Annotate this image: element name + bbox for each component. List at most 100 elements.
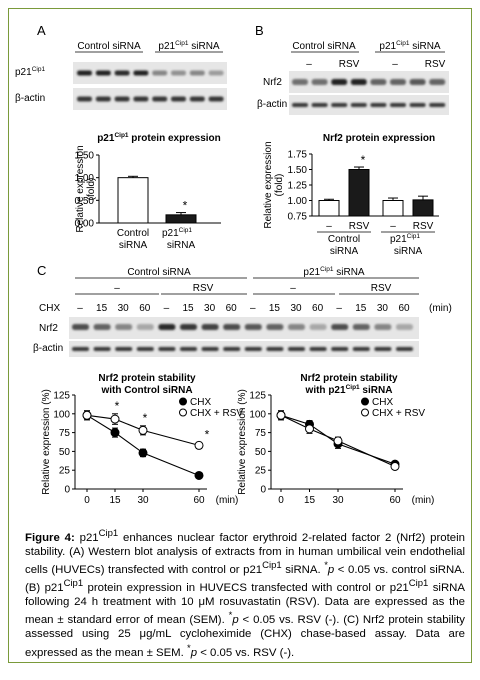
x-tick-label: 0 — [278, 495, 284, 506]
chart-c-title-line2: with Control siRNA — [100, 385, 192, 396]
blot-band — [114, 96, 130, 102]
x-tick-label: 30 — [332, 495, 344, 506]
panel-letter-b: B — [255, 23, 264, 38]
data-point — [138, 425, 148, 435]
significance-marker: * — [361, 153, 366, 167]
blot-a-p21-bands — [77, 70, 224, 76]
y-tick-label: 0.00 — [75, 219, 95, 230]
x-tick-label: 0 — [84, 495, 90, 506]
blot-band — [429, 79, 446, 85]
legend-marker — [361, 397, 369, 406]
caption-label: Figure 4: — [25, 531, 75, 544]
blot-c-row-label-actin: β-actin — [33, 343, 63, 354]
blot-c-time-unit: (min) — [429, 303, 452, 314]
legend-label: CHX + RSV — [372, 408, 425, 419]
blot-a-actin-bands — [77, 96, 224, 102]
blot-band — [352, 347, 370, 351]
blot-c-time-label: 30 — [377, 303, 389, 314]
blot-band — [309, 347, 327, 351]
blot-c-time-labels: – 15 30 60 – 15 30 60 – 15 30 60 – 15 30 60 — [77, 303, 410, 314]
blot-b-treatment-label: RSV — [339, 59, 360, 70]
blot-band — [171, 96, 186, 102]
y-axis-label: Relative expression (%) — [41, 389, 52, 495]
x-treatment-label: – — [390, 221, 396, 232]
legend-marker — [361, 408, 369, 417]
blot-band — [189, 70, 205, 76]
blot-a-header-control: Control siRNA — [77, 41, 141, 52]
bar — [382, 200, 404, 217]
blot-a-header-p21: p21Cip1 siRNA — [158, 40, 220, 52]
blot-c-treatment-label: – — [290, 283, 296, 294]
x-treatment-label: RSV — [413, 221, 434, 232]
blot-c-actin-bands — [72, 347, 413, 351]
blot-a-row-label-actin: β-actin — [15, 93, 45, 104]
blot-band — [223, 347, 241, 351]
blot-b-header-p21: p21Cip1 siRNA — [379, 40, 441, 52]
blot-c-row-label-nrf2: Nrf2 — [39, 323, 58, 334]
y-tick-label: 1.50 — [288, 165, 308, 176]
y-axis-label: (fold) — [274, 174, 285, 197]
y-axis-label: (fold) — [86, 178, 97, 201]
legend-label: CHX — [372, 397, 393, 408]
blot-band — [266, 324, 284, 330]
blot-band — [311, 103, 328, 107]
blot-band — [396, 324, 413, 330]
chart-d-title-line1: Nrf2 protein stability — [300, 373, 398, 384]
y-axis-label: Relative expression (%) — [237, 389, 248, 495]
blot-band — [171, 70, 186, 76]
chart-a-title: p21Cip1 protein expression — [97, 132, 221, 144]
blot-band — [93, 324, 111, 330]
x-category-label: p21Cip1 — [162, 227, 192, 239]
y-tick-label: 75 — [59, 428, 71, 439]
figure-caption: Figure 4: p21Cip1 enhances nuclear facto… — [25, 528, 465, 659]
y-tick-label: 1.50 — [75, 151, 95, 162]
series-line — [86, 414, 200, 446]
y-tick-label: 50 — [59, 447, 71, 458]
blot-band — [374, 324, 392, 330]
blot-band — [115, 347, 133, 351]
blot-band — [244, 324, 262, 330]
blot-b-header-control: Control siRNA — [292, 41, 356, 52]
blot-band — [180, 347, 197, 351]
x-treatment-label: RSV — [349, 221, 370, 232]
blot-band — [370, 103, 387, 107]
x-tick-label: 15 — [304, 495, 316, 506]
blot-b-row-label-nrf2: Nrf2 — [263, 77, 282, 88]
legend-marker — [179, 397, 187, 406]
blot-band — [429, 103, 446, 107]
y-tick-label: 0.50 — [75, 196, 95, 207]
blot-band — [180, 324, 197, 330]
data-point — [276, 410, 286, 420]
x-axis-label: (min) — [412, 495, 435, 506]
blot-b-actin-bands — [292, 103, 446, 107]
blot-band — [390, 103, 406, 107]
blot-c-time-label: 30 — [204, 303, 216, 314]
legend-label: CHX — [190, 397, 211, 408]
blot-c-chx-label: CHX — [39, 303, 60, 314]
blot-band — [208, 96, 224, 102]
blot-c-time-label: 15 — [96, 303, 108, 314]
x-group-label: siRNA — [394, 246, 423, 257]
data-point — [194, 440, 204, 450]
blot-b-nrf2-bands — [292, 79, 446, 85]
blot-b-row-label-actin: β-actin — [257, 99, 287, 110]
blot-band — [152, 70, 168, 76]
blot-c-time-label: – — [77, 303, 83, 314]
blot-b-treatment-label: – — [392, 59, 398, 70]
y-tick-label: 0 — [260, 485, 266, 496]
y-tick-label: 100 — [53, 409, 70, 420]
x-group-label: p21Cip1 — [390, 233, 420, 245]
y-tick-label: 0 — [64, 485, 70, 496]
chart-b-nrf2-expression: 0.75 1.00 1.25 1.50 1.75 Relative expression(… — [263, 141, 439, 257]
blot-c-time-label: 15 — [269, 303, 281, 314]
y-tick-label: 0.75 — [288, 212, 308, 223]
x-group-label: siRNA — [330, 246, 359, 257]
blot-b-treatment-label: RSV — [425, 59, 446, 70]
blot-c-time-label: 30 — [118, 303, 130, 314]
series-line — [280, 414, 396, 467]
y-tick-label: 75 — [255, 428, 267, 439]
data-point — [110, 414, 120, 424]
x-category-label: siRNA — [167, 240, 196, 251]
chart-d-stability-p21: 0 25 50 75 100 125 0 15 30 60 (min) Relative expres… — [237, 389, 434, 506]
